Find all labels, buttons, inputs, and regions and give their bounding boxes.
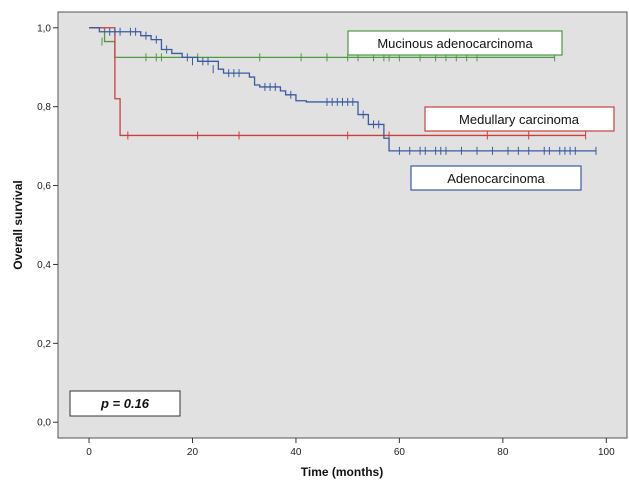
- series-layer: [89, 27, 597, 155]
- x-tick-label-3: 60: [394, 447, 406, 458]
- plot-area: [57, 11, 628, 439]
- p-value-text: p = 0.16: [100, 396, 150, 411]
- y-tick-label-2: 0,4: [37, 260, 51, 271]
- legend-adenocarcinoma-box: [410, 165, 582, 191]
- x-tick-label-2: 40: [290, 447, 302, 458]
- legend-adenocarcinoma-label: Adenocarcinoma: [447, 171, 545, 186]
- y-tick-label-4: 0,8: [37, 102, 51, 113]
- legend-mucinous-label: Mucinous adenocarcinoma: [377, 36, 533, 51]
- p-value-box: p = 0.16: [69, 390, 181, 417]
- p-value-frame: [69, 390, 181, 417]
- y-axis-label: Overall survival: [11, 180, 25, 269]
- legend-medullary: Medullary carcinoma: [424, 106, 615, 132]
- y-tick-label-1: 0,2: [37, 339, 51, 350]
- legend-medullary-label: Medullary carcinoma: [459, 112, 580, 127]
- adenocarcinoma-survival-line: [89, 27, 596, 152]
- y-tick-label-0: 0,0: [37, 418, 51, 429]
- x-tick-label-4: 80: [497, 447, 509, 458]
- y-tick-label-5: 1,0: [37, 23, 51, 34]
- x-tick-label-1: 20: [187, 447, 199, 458]
- axes: 0 20 40 60 80 100 0,0 0,2 0,4 0,6 0,8 1,0: [37, 23, 615, 458]
- legend-mucinous-box: [347, 30, 563, 56]
- y-tick-label-3: 0,6: [37, 181, 51, 192]
- x-axis-label: Time (months): [301, 465, 383, 479]
- legend-mucinous: Mucinous adenocarcinoma: [347, 30, 563, 56]
- legend-adenocarcinoma: Adenocarcinoma: [410, 165, 582, 191]
- legend-medullary-box: [424, 106, 615, 132]
- x-tick-label-5: 100: [598, 447, 615, 458]
- x-tick-label-0: 0: [86, 447, 92, 458]
